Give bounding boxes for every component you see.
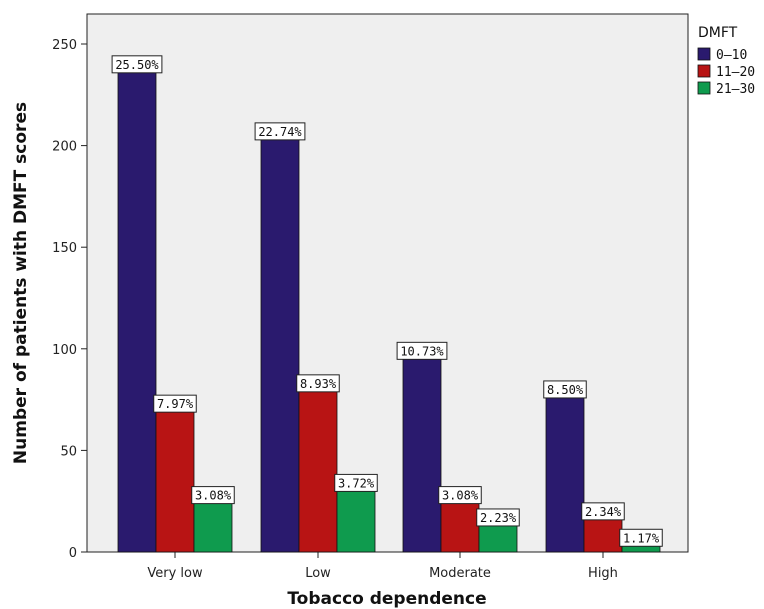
y-tick-label: 200 bbox=[52, 140, 77, 155]
bar bbox=[193, 494, 233, 553]
y-axis: 0 50 100 150 200 250 bbox=[52, 38, 87, 561]
x-tick-label: Low bbox=[305, 566, 331, 581]
bar bbox=[260, 130, 300, 553]
data-labels: 25.50% 7.97% 3.08% 22.74% 8.93% 3.72% 10.73% 3.… bbox=[111, 55, 663, 547]
data-label-box bbox=[438, 486, 482, 505]
data-label-box bbox=[619, 528, 663, 547]
legend-entry: 0–10 bbox=[716, 48, 747, 63]
legend-title: DMFT bbox=[698, 25, 738, 41]
bar bbox=[155, 403, 195, 553]
x-tick-label: High bbox=[588, 566, 618, 581]
data-label: 2.34% bbox=[585, 505, 622, 519]
y-tick-label: 100 bbox=[52, 343, 77, 358]
data-label-box bbox=[334, 473, 378, 492]
data-label: 8.50% bbox=[547, 383, 584, 397]
data-label-box bbox=[296, 374, 340, 393]
y-axis-title: Number of patients with DMFT scores bbox=[11, 102, 31, 464]
data-label-box bbox=[254, 122, 306, 141]
data-label: 22.74% bbox=[258, 125, 302, 139]
data-label: 10.73% bbox=[400, 344, 444, 358]
data-label: 3.08% bbox=[442, 489, 479, 503]
data-label-box bbox=[476, 508, 520, 527]
y-tick-label: 0 bbox=[69, 546, 77, 561]
x-axis: Very low Low Moderate High bbox=[147, 552, 618, 581]
x-tick-label: Very low bbox=[147, 566, 203, 581]
legend-swatch bbox=[697, 81, 711, 95]
x-tick-label: Moderate bbox=[429, 566, 491, 581]
data-label: 1.17% bbox=[623, 531, 660, 545]
bar bbox=[117, 63, 157, 553]
y-tick-label: 50 bbox=[60, 444, 77, 459]
bar bbox=[440, 494, 480, 553]
data-label: 7.97% bbox=[157, 397, 194, 411]
y-tick-label: 150 bbox=[52, 241, 77, 256]
legend: DMFT 0–10 11–20 21–30 bbox=[697, 25, 755, 97]
data-label: 25.50% bbox=[115, 58, 159, 72]
legend-swatch bbox=[697, 47, 711, 61]
bar bbox=[298, 382, 338, 553]
data-label: 3.08% bbox=[195, 489, 232, 503]
data-label-box bbox=[396, 341, 448, 360]
data-label-box bbox=[581, 502, 625, 521]
x-axis-title: Tobacco dependence bbox=[287, 589, 486, 609]
bar bbox=[545, 389, 585, 553]
bar bbox=[402, 350, 442, 553]
legend-swatch bbox=[697, 64, 711, 78]
legend-entry: 21–30 bbox=[716, 82, 755, 97]
data-label: 3.72% bbox=[338, 476, 375, 490]
bars bbox=[117, 63, 661, 553]
data-label-box bbox=[191, 486, 235, 505]
data-label-box bbox=[111, 55, 163, 74]
data-label-box bbox=[543, 380, 587, 399]
legend-entry: 11–20 bbox=[716, 65, 755, 80]
bar bbox=[336, 482, 376, 553]
y-tick-label: 250 bbox=[52, 38, 77, 53]
data-label: 8.93% bbox=[300, 377, 337, 391]
data-label: 2.23% bbox=[480, 511, 517, 525]
data-label-box bbox=[153, 394, 197, 413]
